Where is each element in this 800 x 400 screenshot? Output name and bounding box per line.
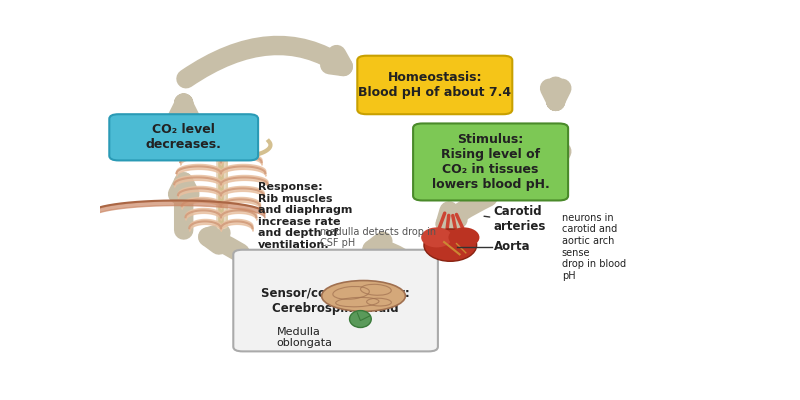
Ellipse shape <box>421 228 452 248</box>
Text: Stimulus:
Rising level of
CO₂ in tissues
lowers blood pH.: Stimulus: Rising level of CO₂ in tissues… <box>432 133 550 191</box>
Text: medulla detects drop in
CSF pH: medulla detects drop in CSF pH <box>320 227 436 248</box>
FancyBboxPatch shape <box>234 250 438 351</box>
Text: Medulla
oblongata: Medulla oblongata <box>277 327 333 348</box>
Ellipse shape <box>424 229 477 261</box>
FancyBboxPatch shape <box>413 124 568 200</box>
Ellipse shape <box>350 310 371 328</box>
Ellipse shape <box>449 228 479 248</box>
Text: neurons in
carotid and
aortic arch
sense
drop in blood
pH: neurons in carotid and aortic arch sense… <box>562 213 626 281</box>
Text: Response:
Rib muscles
and diaphragm
increase rate
and depth of
ventilation.: Response: Rib muscles and diaphragm incr… <box>258 182 353 250</box>
FancyBboxPatch shape <box>358 56 512 114</box>
Ellipse shape <box>322 280 406 311</box>
Text: Carotid
arteries: Carotid arteries <box>494 205 546 233</box>
Text: CO₂ level
decreases.: CO₂ level decreases. <box>146 123 222 151</box>
Text: Aorta: Aorta <box>494 240 530 253</box>
Text: Homeostasis:
Blood pH of about 7.4: Homeostasis: Blood pH of about 7.4 <box>358 71 511 99</box>
Text: Sensor/control center:
Cerebrospinal fluid: Sensor/control center: Cerebrospinal flu… <box>262 286 410 314</box>
FancyBboxPatch shape <box>110 114 258 160</box>
